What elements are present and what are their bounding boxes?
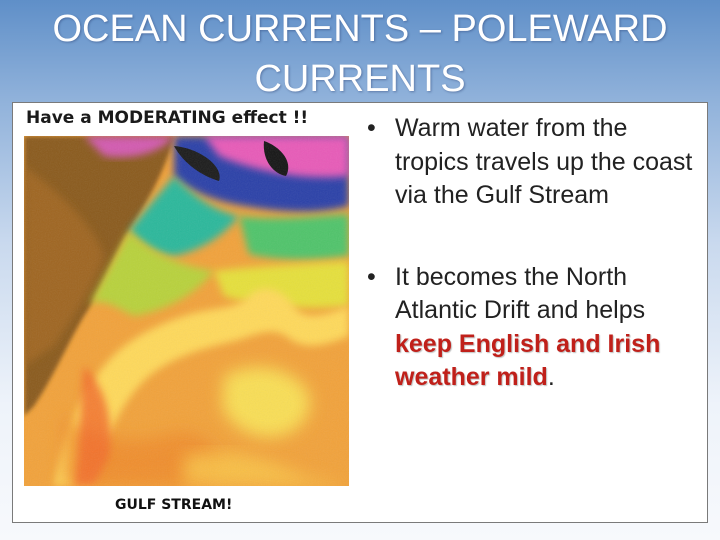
bullet-text-end: . <box>547 363 555 391</box>
bullet-text: Warm water from the tropics travels up t… <box>395 114 693 209</box>
bullet-item-1: • Warm water from the tropics travels up… <box>365 112 695 213</box>
bullet-list: • Warm water from the tropics travels up… <box>365 112 695 395</box>
bullet-dot-icon: • <box>367 114 376 142</box>
slide-title: OCEAN CURRENTS – POLEWARD CURRENTS <box>52 8 668 100</box>
emphasis-text: keep English and Irish weather mild <box>395 329 661 392</box>
map-caption: GULF STREAM! <box>115 497 233 513</box>
map-heading: Have a MODERATING effect !! <box>26 108 309 128</box>
bullet-dot-icon: • <box>367 262 376 291</box>
bullet-item-2: • It becomes the North Atlantic Drift an… <box>365 261 695 395</box>
gulf-stream-satellite-image <box>24 136 349 486</box>
bullet-text: It becomes the North Atlantic Drift and … <box>395 262 646 325</box>
